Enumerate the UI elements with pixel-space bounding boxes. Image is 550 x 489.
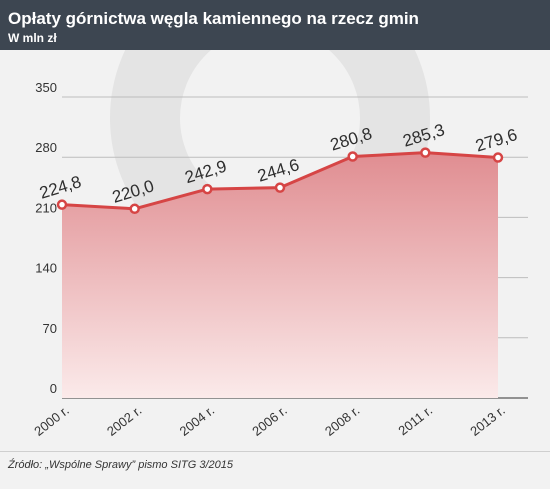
chart-subtitle: W mln zł bbox=[8, 31, 57, 45]
area-fill bbox=[62, 152, 498, 398]
source-divider bbox=[0, 451, 550, 452]
data-point bbox=[274, 182, 286, 193]
y-tick-label: 0 bbox=[50, 381, 57, 396]
x-tick-label: 2002 r. bbox=[104, 403, 145, 439]
data-label: 279,6 bbox=[473, 125, 519, 156]
y-tick-label: 280 bbox=[35, 140, 57, 155]
x-tick-label: 2013 r. bbox=[467, 403, 508, 439]
y-tick-label: 350 bbox=[35, 80, 57, 95]
data-point bbox=[129, 203, 140, 215]
data-point bbox=[420, 147, 431, 158]
y-tick-label: 140 bbox=[35, 261, 57, 276]
x-tick-label: 2011 r. bbox=[395, 403, 435, 439]
chart-header: Opłaty górnictwa węgla kamiennego na rze… bbox=[0, 0, 550, 50]
chart-title: Opłaty górnictwa węgla kamiennego na rze… bbox=[8, 9, 419, 28]
data-label: 224,8 bbox=[37, 172, 83, 203]
source-note: Źródło: „Wspólne Sprawy” pismo SITG 3/20… bbox=[8, 459, 233, 471]
x-tick-label: 2008 r. bbox=[322, 403, 363, 439]
x-tick-label: 2000 r. bbox=[31, 403, 72, 439]
x-tick-label: 2004 r. bbox=[177, 403, 218, 439]
data-point bbox=[492, 152, 504, 163]
y-tick-label: 210 bbox=[35, 200, 57, 215]
data-point bbox=[56, 199, 68, 210]
x-tick-label: 2006 r. bbox=[249, 403, 290, 439]
data-point bbox=[202, 183, 213, 195]
data-point bbox=[347, 151, 358, 162]
y-tick-label: 70 bbox=[43, 321, 57, 336]
